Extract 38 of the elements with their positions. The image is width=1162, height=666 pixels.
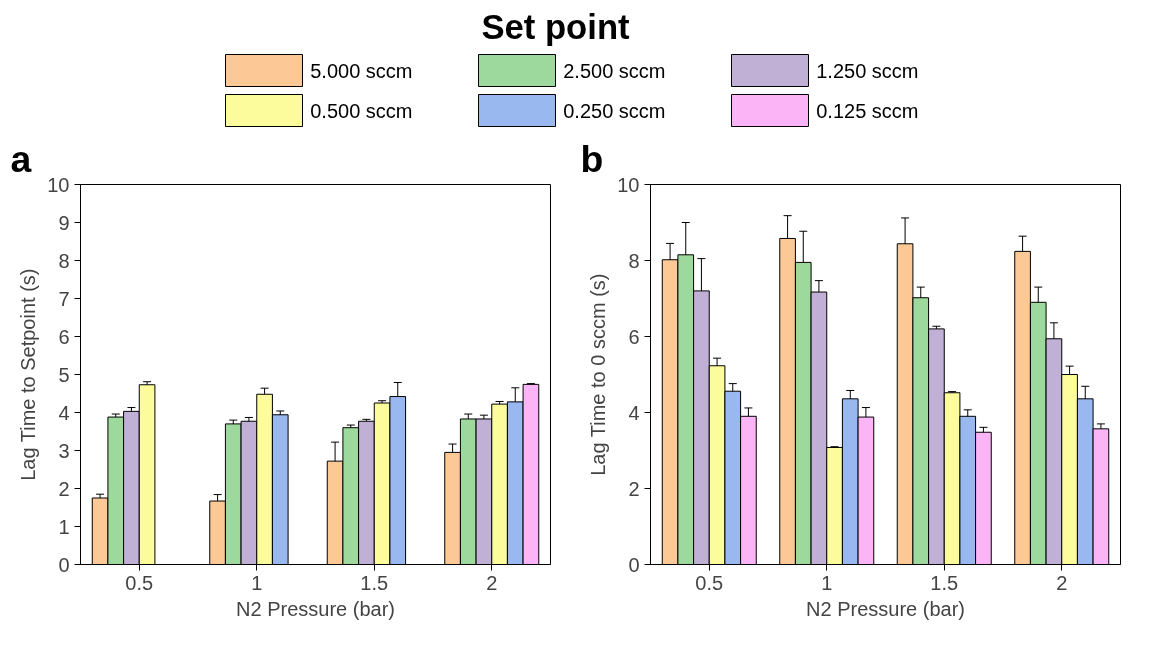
x-tick-label: 0.5 (125, 571, 154, 594)
x-tick-label: 1.5 (360, 571, 389, 594)
legend-label: 2.500 sccm (563, 59, 666, 82)
text: a (10, 137, 32, 180)
x-tick-label: 2 (1056, 571, 1068, 594)
x-tick-label: 1 (821, 571, 833, 594)
y-tick-label: 0 (58, 553, 70, 576)
y-tick-label: 2 (628, 477, 640, 500)
x-tick-label: 1.5 (930, 571, 959, 594)
x-tick-label: 1 (251, 571, 263, 594)
y-tick-label: 1 (58, 515, 70, 538)
x-tick-label: 0.5 (695, 571, 724, 594)
y-tick-label: 6 (58, 325, 70, 348)
legend-label: 0.250 sccm (563, 99, 666, 122)
y-tick-label: 3 (58, 439, 70, 462)
legend-label: 0.125 sccm (816, 99, 919, 122)
y-tick-label: 7 (58, 287, 70, 310)
y-tick-label: 5 (58, 363, 70, 386)
legend-label: 0.500 sccm (310, 99, 413, 122)
y-tick-label: 0 (628, 553, 640, 576)
x-axis-title: N2 Pressure (bar) (806, 597, 965, 620)
y-tick-label: 8 (628, 249, 640, 272)
legend-label: 5.000 sccm (310, 59, 413, 82)
y-tick-label: 4 (628, 401, 640, 424)
y-tick-label: 6 (628, 325, 640, 348)
y-tick-label: 10 (617, 173, 640, 196)
legend-title: Set point (481, 7, 631, 46)
text: b (580, 137, 604, 180)
x-axis-title: N2 Pressure (bar) (236, 597, 395, 620)
y-tick-label: 9 (58, 211, 70, 234)
y-axis-title: Lag Time to Setpoint (s) (17, 268, 40, 481)
x-tick-label: 2 (486, 571, 498, 594)
y-tick-label: 10 (47, 173, 70, 196)
y-axis-title: Lag Time to 0 sccm (s) (587, 273, 610, 476)
y-tick-label: 2 (58, 477, 70, 500)
y-tick-label: 8 (58, 249, 70, 272)
legend-label: 1.250 sccm (816, 59, 919, 82)
y-tick-label: 4 (58, 401, 70, 424)
